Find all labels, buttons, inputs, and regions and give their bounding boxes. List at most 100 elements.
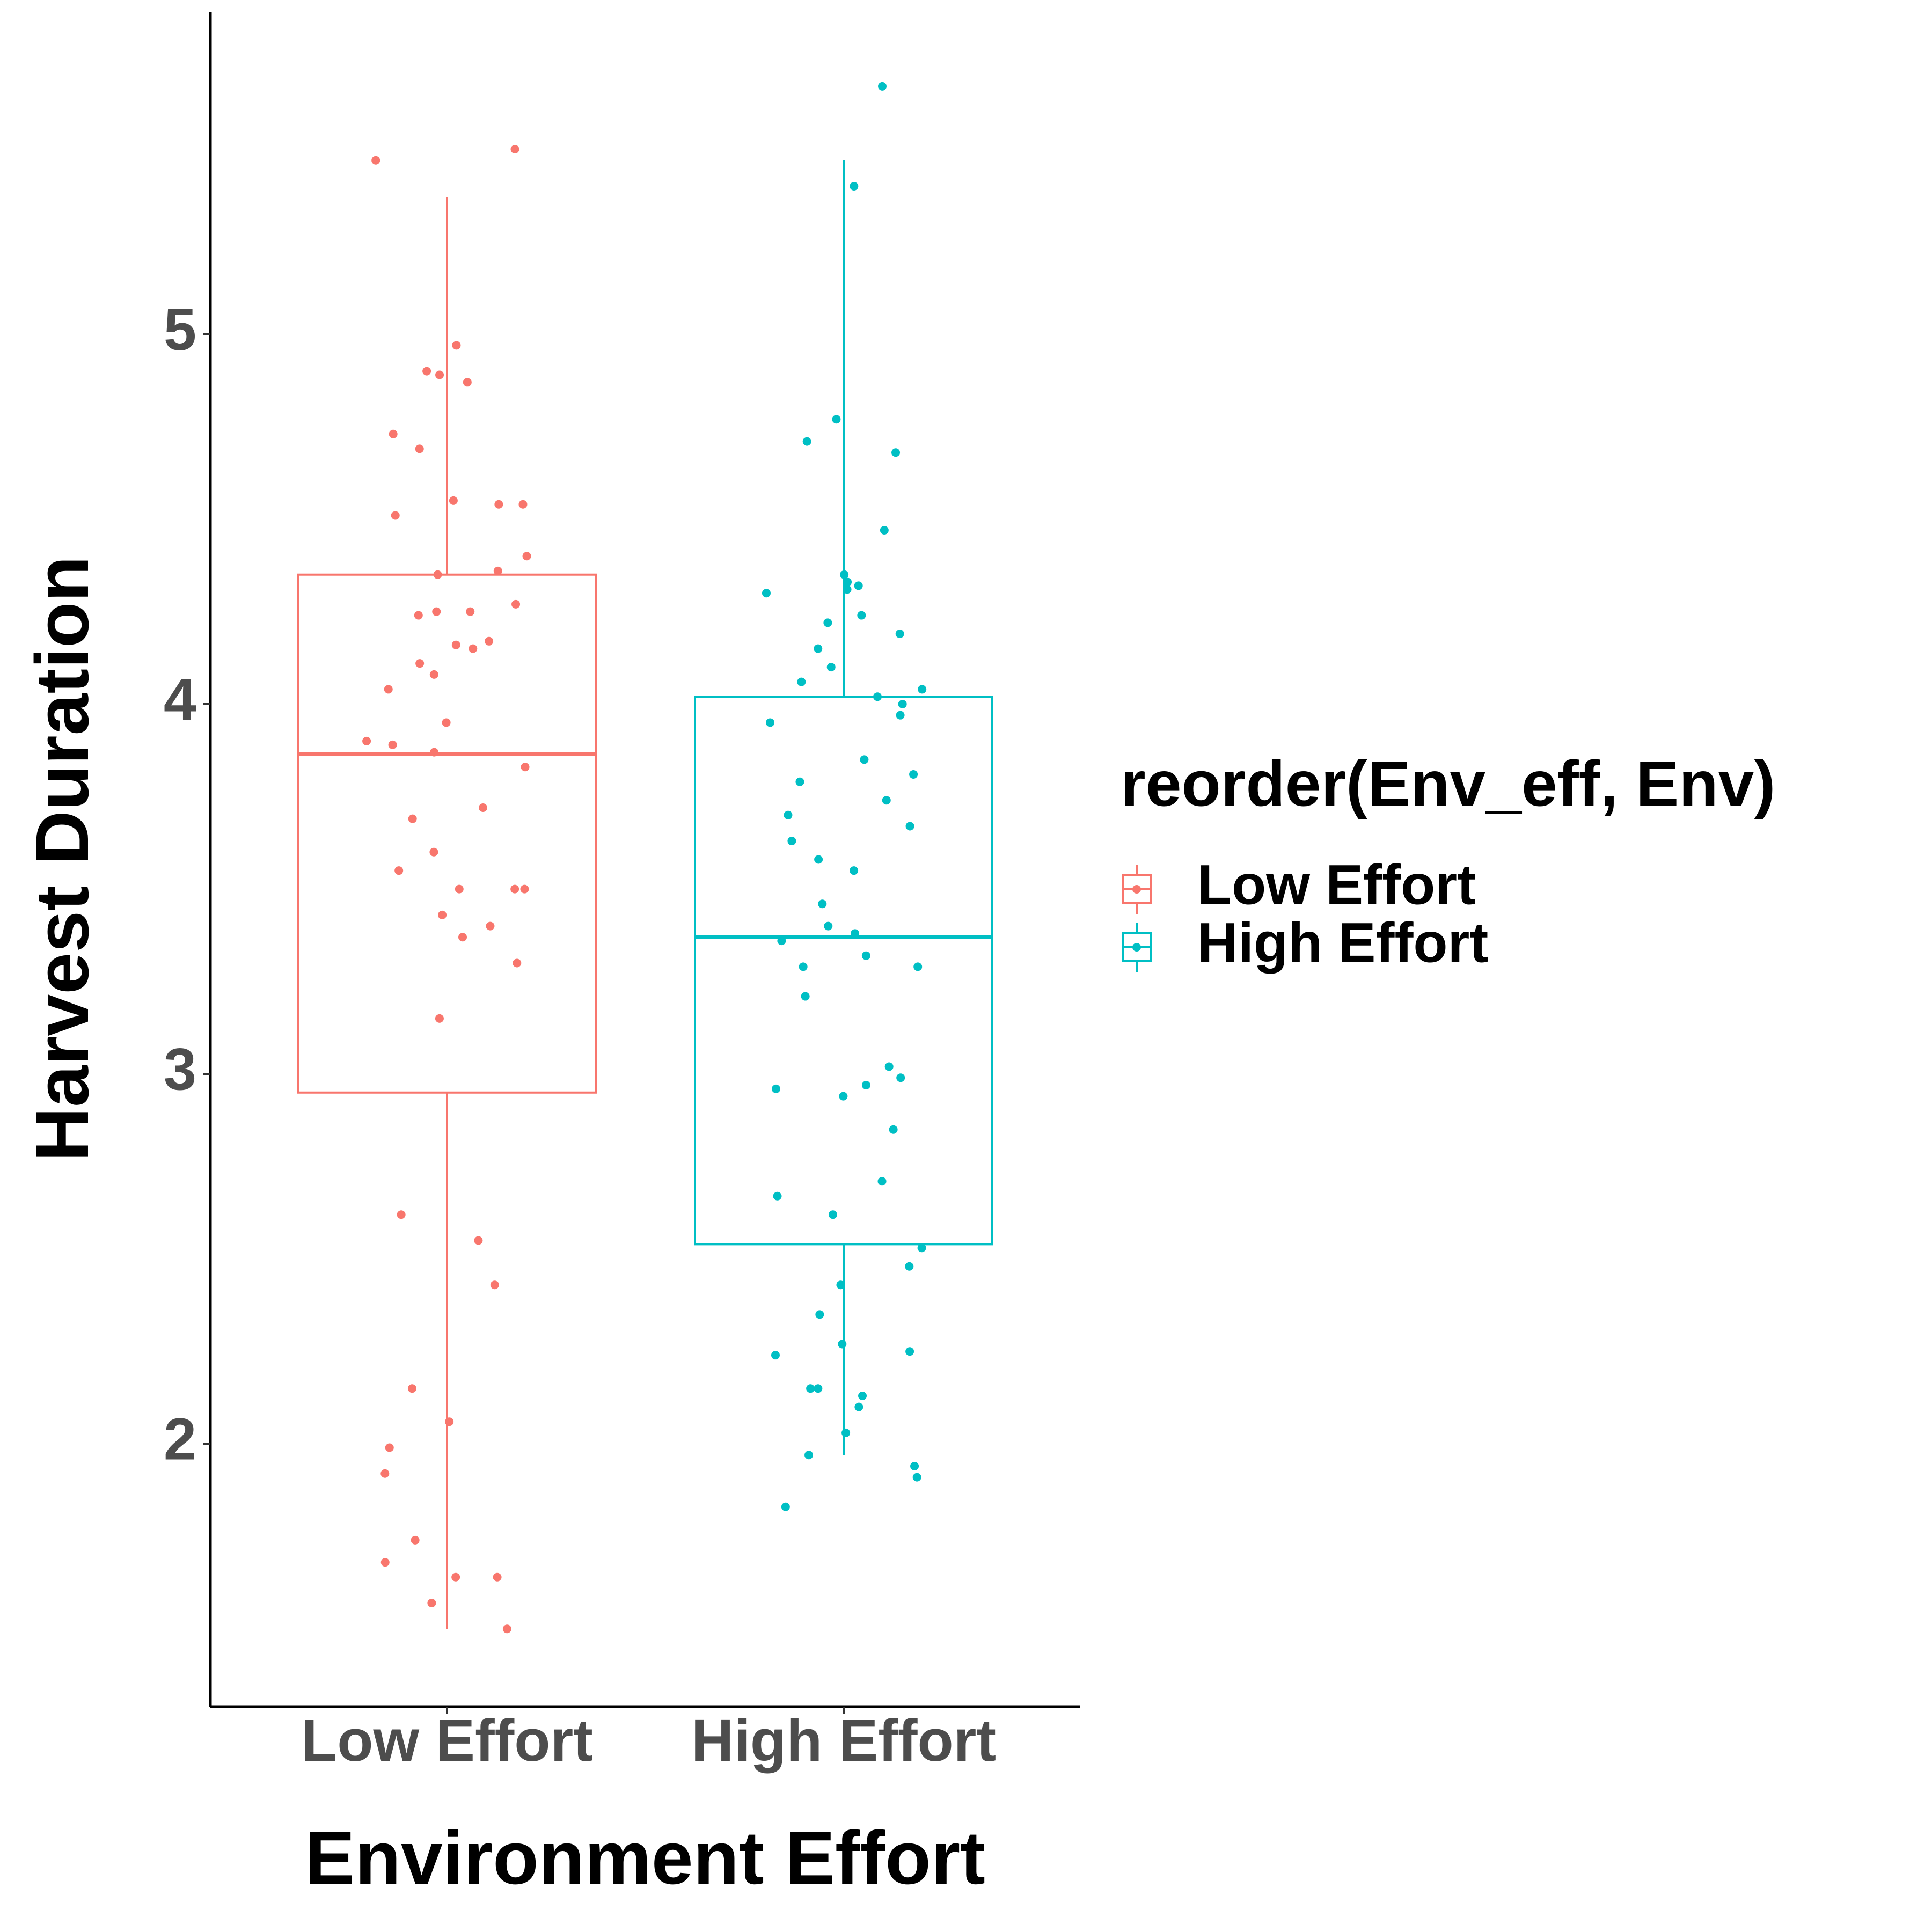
point	[857, 611, 866, 620]
point	[486, 921, 495, 931]
box	[297, 573, 597, 1094]
point	[814, 644, 823, 653]
point	[435, 370, 444, 379]
point	[415, 444, 424, 453]
point	[905, 1347, 914, 1356]
x-tick-label: Low Effort	[301, 1708, 593, 1774]
point	[502, 1624, 511, 1634]
point	[826, 663, 836, 672]
point	[432, 607, 441, 616]
point	[391, 511, 400, 520]
point	[905, 1262, 914, 1271]
point	[469, 644, 478, 653]
point	[836, 1280, 845, 1290]
point	[518, 500, 528, 509]
point	[385, 1443, 394, 1452]
point	[795, 777, 804, 786]
point	[521, 763, 530, 772]
point	[843, 577, 852, 587]
point	[411, 1535, 420, 1545]
point	[832, 415, 841, 424]
point	[814, 855, 823, 864]
point	[510, 145, 519, 154]
point	[762, 589, 771, 598]
point	[493, 566, 502, 575]
point	[824, 921, 833, 931]
legend-label: Low Effort	[1197, 854, 1476, 917]
point	[430, 748, 439, 757]
point	[840, 570, 849, 579]
point	[493, 1572, 502, 1582]
point	[394, 866, 404, 875]
point	[429, 670, 438, 679]
point	[513, 958, 522, 968]
y-tick-label: 3	[164, 1036, 196, 1102]
point	[854, 581, 863, 590]
point	[429, 847, 438, 857]
point	[773, 1191, 782, 1201]
point	[771, 1084, 780, 1093]
point	[451, 640, 460, 649]
point	[909, 770, 918, 779]
point	[787, 837, 796, 846]
point	[889, 1125, 898, 1134]
point	[913, 962, 923, 971]
point	[799, 962, 808, 971]
point	[408, 814, 417, 823]
legend-title: reorder(Env_eff, Env)	[1121, 748, 1775, 820]
point	[466, 607, 475, 616]
point	[781, 1502, 790, 1511]
point	[380, 1469, 390, 1478]
point	[485, 636, 494, 646]
point	[427, 1598, 436, 1607]
legend-key-point	[1132, 885, 1141, 894]
point	[451, 1572, 460, 1582]
point	[771, 1351, 780, 1360]
point	[861, 951, 870, 960]
point	[442, 718, 451, 727]
point	[463, 378, 472, 387]
point	[873, 692, 882, 701]
point	[415, 659, 425, 668]
point	[877, 1177, 887, 1186]
point	[858, 1391, 867, 1400]
legend-label: High Effort	[1197, 912, 1488, 975]
box	[694, 696, 993, 1246]
point	[520, 884, 529, 894]
point	[917, 1243, 926, 1253]
point	[389, 429, 398, 438]
point	[896, 711, 905, 720]
point	[896, 1073, 905, 1082]
x-tick-label: High Effort	[691, 1708, 996, 1774]
point	[882, 796, 891, 805]
point	[802, 437, 811, 446]
y-tick-label: 2	[164, 1407, 196, 1473]
point	[490, 1280, 499, 1290]
point	[433, 570, 442, 579]
point	[414, 611, 423, 620]
point	[455, 884, 464, 894]
point	[910, 1461, 919, 1470]
point	[458, 933, 467, 942]
point	[806, 1384, 815, 1393]
x-axis-title: Environment Effort	[305, 1816, 985, 1900]
point	[388, 740, 397, 749]
y-axis-title: Harvest Duration	[20, 556, 104, 1161]
point	[797, 677, 806, 686]
point	[884, 1062, 894, 1071]
point	[494, 500, 503, 509]
point	[801, 992, 810, 1001]
point	[843, 585, 852, 594]
point	[895, 630, 904, 639]
point	[380, 1558, 390, 1567]
point	[851, 929, 860, 938]
legend-key-point	[1132, 943, 1141, 952]
point	[898, 699, 907, 708]
point	[422, 367, 431, 376]
point	[905, 822, 914, 831]
point	[912, 1473, 921, 1482]
point	[435, 1014, 444, 1023]
point	[397, 1210, 406, 1219]
point	[479, 803, 488, 812]
